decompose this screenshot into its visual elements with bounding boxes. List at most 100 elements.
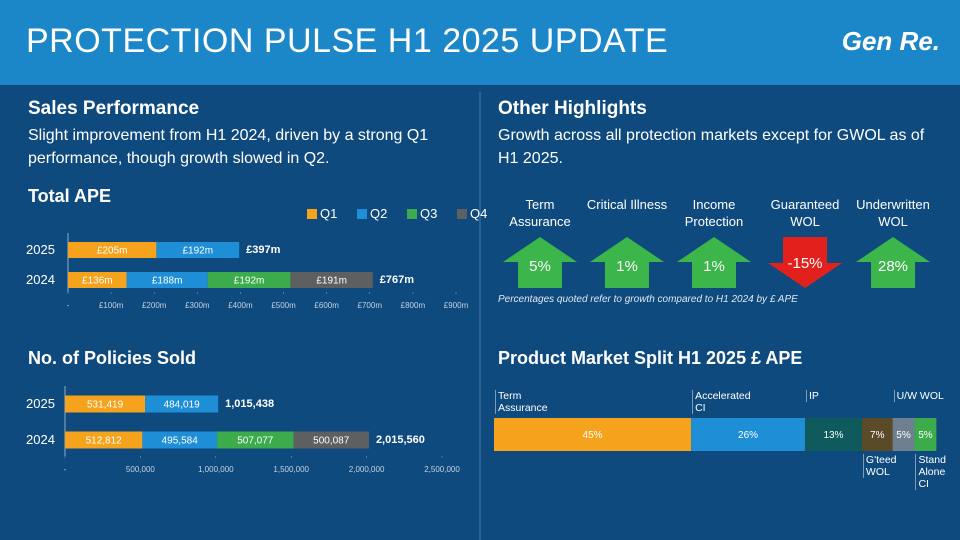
growth-arrow	[590, 237, 664, 288]
chart-title: No. of Policies Sold	[28, 348, 197, 368]
growth-arrow	[677, 237, 751, 288]
bar-segment	[861, 418, 893, 451]
total-label: 2,015,560	[376, 434, 425, 446]
legend-label: Q3	[420, 206, 438, 221]
bar-label: 495,584	[162, 436, 199, 447]
bar-segment	[804, 418, 862, 451]
bar-segment	[68, 272, 127, 288]
arrow-label: Underwritten WOL	[856, 197, 930, 229]
legend-swatch	[357, 209, 367, 219]
bar-segment	[207, 272, 291, 288]
x-tick-label: -	[66, 301, 70, 310]
segment-label: G'teed WOL	[862, 454, 897, 478]
x-tick-label: £100m	[98, 301, 124, 310]
legend-label: Q1	[320, 206, 338, 221]
arrow-value: 5%	[529, 258, 551, 275]
page-title: PROTECTION PULSE H1 2025 UPDATE	[26, 22, 669, 60]
growth-arrow	[503, 237, 577, 288]
arrow-label: Income Protection	[684, 197, 744, 229]
segment-label: U/W WOL	[893, 390, 959, 402]
bar-label: 500,087	[313, 436, 350, 447]
bar-segment	[293, 431, 369, 449]
bar-label: £136m	[82, 276, 113, 287]
x-tick-label: £300m	[185, 301, 210, 310]
segment-label: Stand Alone CI	[915, 454, 948, 490]
bar-segment	[217, 431, 294, 449]
bar-label: £205m	[97, 246, 128, 257]
bar-label: 484,019	[164, 400, 201, 411]
x-tick-label: 2,500,000	[424, 465, 460, 474]
bar-segment	[691, 418, 805, 451]
legend-swatch	[457, 209, 467, 219]
y-tick-label: 2024	[26, 272, 55, 287]
bar-segment	[145, 395, 219, 413]
arrow-value: 1%	[703, 258, 725, 275]
x-tick-label: 1,000,000	[198, 465, 234, 474]
section-heading: Other Highlights	[498, 98, 647, 119]
growth-arrow	[856, 237, 930, 288]
bar-segment	[156, 242, 240, 258]
bar-label: £191m	[316, 276, 347, 287]
bar-segment	[68, 242, 157, 258]
bar-label: £192m	[234, 276, 265, 287]
arrow-value: 1%	[616, 258, 638, 275]
section-text: Growth across all protection markets exc…	[498, 127, 925, 167]
total-label: £397m	[246, 244, 280, 256]
x-tick-label: £600m	[314, 301, 339, 310]
footnote: Percentages quoted refer to growth compa…	[498, 294, 798, 305]
bar-label: 512,812	[86, 436, 123, 447]
segment-label: IP	[805, 390, 871, 402]
total-label: £767m	[380, 274, 414, 286]
x-tick-label: £500m	[271, 301, 296, 310]
x-tick-label: 1,500,000	[273, 465, 309, 474]
arrow-value: 28%	[878, 258, 908, 275]
bar-segment	[914, 418, 937, 451]
arrow-label: Critical Illness	[586, 197, 668, 212]
total-label: 1,015,438	[225, 398, 274, 410]
y-tick-label: 2025	[26, 242, 55, 257]
bar-label: 26%	[738, 430, 758, 441]
bar-label: £188m	[152, 276, 183, 287]
segment-label: Accelerated CI	[692, 390, 757, 414]
bar-segment	[142, 431, 218, 449]
y-tick-label: 2024	[26, 432, 55, 447]
logo: Gen Re.	[841, 26, 940, 56]
bar-label: £192m	[182, 246, 213, 257]
arrow-value: -15%	[787, 255, 822, 272]
bar-label: 7%	[870, 430, 885, 441]
segment-label: Term Assurance	[495, 390, 560, 414]
bar-segment	[290, 272, 373, 288]
x-tick-label: £400m	[228, 301, 253, 310]
x-tick-label: £900m	[443, 301, 469, 310]
x-tick-label: £200m	[141, 301, 167, 310]
bar-label: 531,419	[87, 400, 124, 411]
arrow-label: Guaranteed WOL	[770, 197, 840, 229]
legend-label: Q2	[370, 206, 388, 221]
x-tick-label: -	[63, 465, 67, 474]
growth-arrow	[768, 237, 842, 288]
bar-segment	[494, 418, 692, 451]
x-tick-label: £800m	[400, 301, 426, 310]
bar-segment	[892, 418, 915, 451]
bar-segment	[126, 272, 208, 288]
x-tick-label: 500,000	[125, 465, 155, 474]
y-tick-label: 2025	[26, 396, 55, 411]
legend-swatch	[407, 209, 417, 219]
bar-segment	[65, 431, 143, 449]
bar-label: 45%	[583, 430, 603, 441]
bar-label: 5%	[896, 430, 911, 441]
arrow-label: Term Assurance	[509, 197, 571, 229]
chart-title: Product Market Split H1 2025 £ APE	[498, 348, 803, 368]
x-tick-label: £700m	[357, 301, 382, 310]
chart-title: Total APE	[28, 186, 112, 206]
section-text: Slight improvement from H1 2024, driven …	[28, 127, 429, 167]
section-heading: Sales Performance	[28, 98, 200, 119]
x-tick-label: 2,000,000	[348, 465, 385, 474]
legend-swatch	[307, 209, 317, 219]
bar-label: 5%	[918, 430, 933, 441]
legend-label: Q4	[470, 206, 488, 221]
bar-label: 13%	[823, 430, 843, 441]
header-bar	[0, 0, 960, 85]
